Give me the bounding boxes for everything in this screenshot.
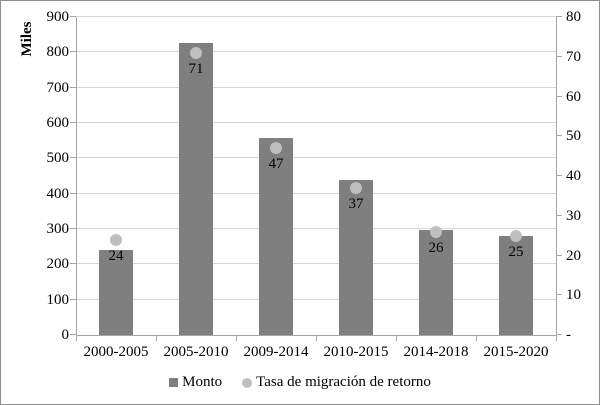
scatter-series-marker-icon [242,377,253,388]
x-axis-category-label: 2015-2020 [483,344,549,360]
right-axis-tick [556,56,562,57]
x-axis-category-label: 2000-2005 [83,344,149,360]
gridline [76,51,556,52]
data-label-tasa: 25 [508,244,524,260]
bar-monto [259,138,293,335]
left-axis-tick-label: 500 [46,150,70,166]
gridline [76,16,556,17]
x-axis-tick [236,336,237,341]
right-axis-tick [556,175,562,176]
left-axis-tick-label: 600 [46,115,70,131]
bar-monto [419,230,453,335]
gridline [76,299,556,300]
right-axis-tick-label: 40 [566,168,581,184]
dot-tasa [190,47,202,59]
gridline [76,87,556,88]
left-axis-tick-label: 900 [46,9,70,25]
dot-tasa [270,142,282,154]
legend-item-monto: Monto [169,374,222,391]
left-axis-tick [70,87,76,88]
right-axis-line [556,17,557,336]
right-axis-tick [556,135,562,136]
legend-label-tasa: Tasa de migración de retorno [256,374,431,390]
data-label-tasa: 47 [268,156,284,172]
x-axis-tick [316,336,317,341]
bar-monto [99,250,133,335]
data-label-tasa: 24 [108,248,124,264]
dot-tasa [350,182,362,194]
bar-monto [179,43,213,335]
right-axis-tick-label: 50 [566,128,581,144]
legend-label-monto: Monto [182,374,223,390]
bar-monto [339,180,373,335]
right-axis-tick-label: 60 [566,89,581,105]
left-axis-tick [70,263,76,264]
right-axis-tick-label: 20 [566,248,581,264]
gridline [76,122,556,123]
right-axis-tick-label: - [566,327,571,343]
gridline [76,263,556,264]
left-axis-tick-label: 100 [46,292,70,308]
x-axis-tick [76,336,77,341]
left-axis-tick-label: 400 [46,186,70,202]
right-axis-tick [556,255,562,256]
x-axis-tick [556,336,557,341]
right-axis-tick-label: 70 [566,49,581,65]
x-axis-category-label: 2009-2014 [243,344,309,360]
data-label-tasa: 26 [428,240,444,256]
right-axis-tick-label: 10 [566,287,581,303]
bar-monto [499,236,533,335]
x-axis-tick [156,336,157,341]
left-axis-tick [70,334,76,335]
right-axis-tick [556,16,562,17]
right-axis-tick-label: 30 [566,208,581,224]
x-axis-category-label: 2005-2010 [163,344,229,360]
left-axis-tick [70,193,76,194]
gridline [76,157,556,158]
right-axis-tick [556,96,562,97]
data-label-tasa: 37 [348,196,364,212]
chart-legend: Monto Tasa de migración de retorno [1,374,599,391]
left-axis-tick-label: 700 [46,80,70,96]
bar-series-marker-icon [169,378,179,387]
x-axis-line [76,335,557,336]
left-axis-tick-label: 800 [46,44,70,60]
left-axis-tick-label: 0 [61,327,70,343]
x-axis-category-label: 2010-2015 [323,344,389,360]
left-axis-tick-label: 300 [46,221,70,237]
gridline [76,193,556,194]
left-axis-tick [70,228,76,229]
right-axis-tick-label: 80 [566,9,581,25]
x-axis-tick [396,336,397,341]
dot-tasa [510,230,522,242]
right-axis-tick [556,215,562,216]
data-label-tasa: 71 [188,61,204,77]
left-axis-line [76,17,77,336]
dot-tasa [430,226,442,238]
left-axis-tick [70,51,76,52]
x-axis-category-label: 2014-2018 [403,344,469,360]
dot-tasa [110,234,122,246]
legend-item-tasa: Tasa de migración de retorno [242,374,431,391]
right-axis-tick [556,294,562,295]
gridline [76,228,556,229]
left-axis-tick [70,16,76,17]
x-axis-tick [476,336,477,341]
left-axis-tick [70,157,76,158]
left-axis-tick [70,122,76,123]
left-axis-tick-label: 200 [46,256,70,272]
right-axis-tick [556,334,562,335]
left-axis-tick [70,299,76,300]
